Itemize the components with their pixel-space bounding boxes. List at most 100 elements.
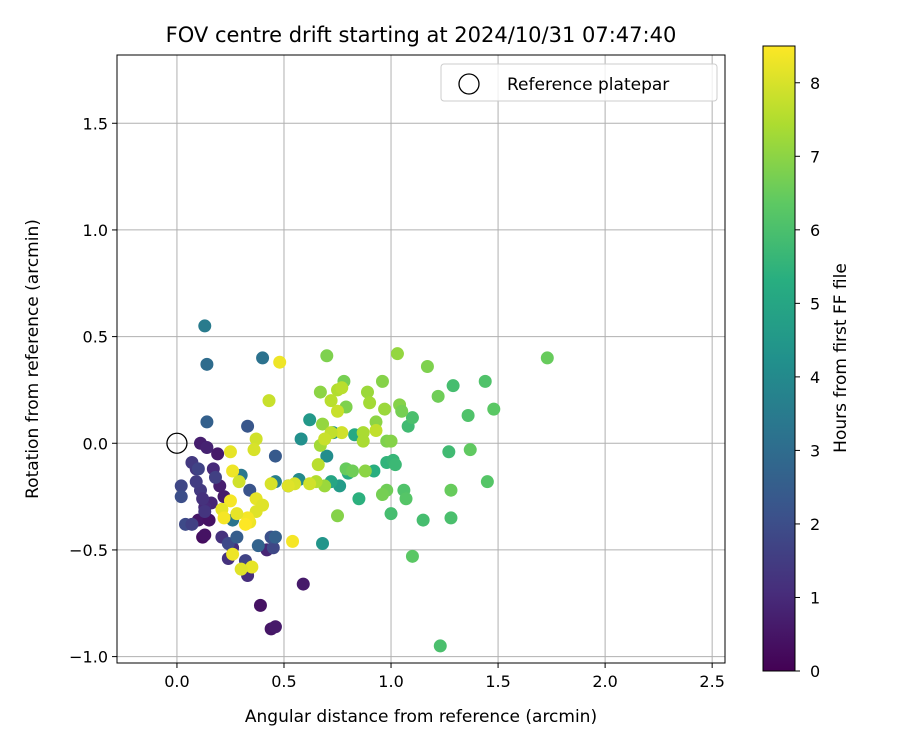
data-point: [198, 528, 212, 542]
data-point: [433, 639, 447, 653]
data-point: [442, 445, 456, 459]
data-point: [217, 511, 231, 525]
data-point: [238, 517, 252, 531]
data-point: [264, 477, 278, 491]
data-point: [256, 351, 270, 365]
data-point: [395, 404, 409, 418]
data-point: [405, 411, 419, 425]
data-point: [369, 423, 383, 437]
data-point: [268, 620, 282, 634]
data-point: [540, 351, 554, 365]
data-point: [296, 577, 310, 591]
reference-marker: [166, 432, 188, 454]
data-point: [303, 477, 317, 491]
data-point: [320, 349, 334, 363]
y-tick-label: 0.0: [83, 434, 108, 453]
colorbar-tick-label: 8: [810, 74, 820, 93]
data-point: [245, 560, 259, 574]
data-point: [262, 394, 276, 408]
data-point: [335, 381, 349, 395]
data-point: [478, 374, 492, 388]
data-point: [345, 464, 359, 478]
data-point: [281, 479, 295, 493]
data-point: [211, 447, 225, 461]
data-point: [399, 492, 413, 506]
data-point: [185, 517, 199, 531]
data-point: [253, 598, 267, 612]
data-points: [174, 319, 554, 653]
data-point: [416, 513, 430, 527]
data-point: [487, 402, 501, 416]
colorbar: 0 1 2 3 4 5 6 7 8 Hours from first FF file: [762, 45, 851, 681]
data-point: [256, 498, 270, 512]
data-point: [331, 509, 345, 523]
colorbar-label: Hours from first FF file: [831, 263, 851, 453]
data-point: [198, 319, 212, 333]
colorbar-tick-label: 5: [810, 294, 820, 313]
plot-frame: [116, 54, 726, 664]
data-point: [232, 475, 246, 489]
data-point: [431, 389, 445, 403]
data-point: [331, 404, 345, 418]
data-point: [200, 441, 214, 455]
data-point: [230, 507, 244, 521]
y-axis-label: Rotation from reference (arcmin): [23, 219, 43, 499]
data-point: [268, 530, 282, 544]
data-point: [226, 464, 240, 478]
colorbar-tick-label: 0: [810, 662, 820, 681]
data-point: [311, 458, 325, 472]
colorbar-tick-label: 7: [810, 147, 820, 166]
data-point: [360, 385, 374, 399]
data-point: [420, 359, 434, 373]
data-point: [230, 530, 244, 544]
y-tick-label: 1.0: [83, 221, 108, 240]
data-point: [335, 426, 349, 440]
data-point: [303, 413, 317, 427]
data-point: [313, 385, 327, 399]
data-point: [444, 483, 458, 497]
x-axis-ticks: 0.0 0.5 1.0 1.5 2.0 2.5: [164, 663, 725, 691]
colorbar-tick-label: 1: [810, 588, 820, 607]
data-point: [375, 487, 389, 501]
data-point: [196, 492, 210, 506]
y-tick-label: 1.5: [83, 114, 108, 133]
data-point: [223, 445, 237, 459]
data-point: [266, 541, 280, 555]
data-point: [320, 449, 334, 463]
x-tick-label: 0.0: [164, 672, 189, 691]
legend: Reference platepar: [440, 63, 718, 102]
y-tick-label: −1.0: [69, 648, 108, 667]
data-point: [352, 492, 366, 506]
x-tick-label: 2.5: [699, 672, 724, 691]
data-point: [363, 396, 377, 410]
x-tick-label: 1.0: [378, 672, 403, 691]
data-point: [446, 379, 460, 393]
colorbar-tick-label: 2: [810, 515, 820, 534]
legend-label: Reference platepar: [507, 75, 669, 95]
data-point: [208, 470, 222, 484]
data-point: [198, 505, 212, 519]
data-point: [375, 374, 389, 388]
data-point: [200, 415, 214, 429]
data-point: [358, 464, 372, 478]
data-point: [286, 534, 300, 548]
data-point: [405, 549, 419, 563]
data-point: [461, 409, 475, 423]
legend-box: [440, 63, 718, 102]
x-axis-label: Angular distance from reference (arcmin): [245, 707, 597, 727]
data-point: [273, 355, 287, 369]
colorbar-tick-label: 6: [810, 221, 820, 240]
data-point: [316, 537, 330, 551]
data-point: [174, 479, 188, 493]
data-point: [316, 417, 330, 431]
y-tick-label: 0.5: [83, 328, 108, 347]
data-point: [318, 432, 332, 446]
data-point: [223, 494, 237, 508]
data-point: [384, 434, 398, 448]
data-point: [189, 475, 203, 489]
data-point: [356, 434, 370, 448]
colorbar-tick-label: 4: [810, 368, 820, 387]
data-point: [324, 394, 338, 408]
data-point: [200, 357, 214, 371]
